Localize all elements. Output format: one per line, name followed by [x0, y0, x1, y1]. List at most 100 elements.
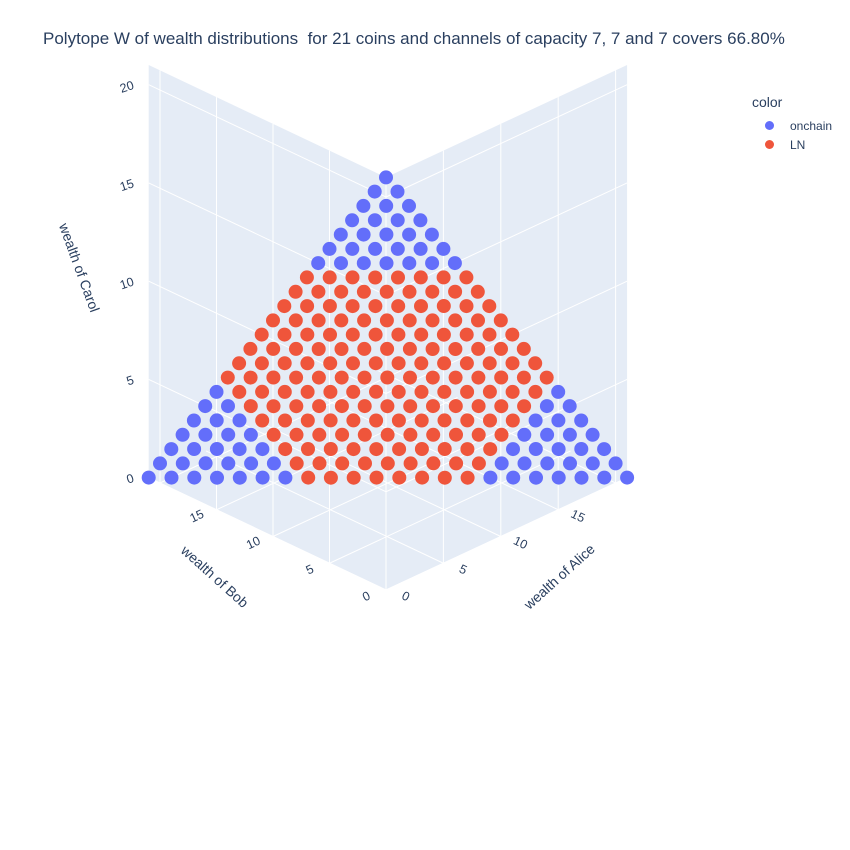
point-ln	[369, 384, 383, 399]
point-ln	[448, 342, 463, 356]
point-ln	[300, 413, 315, 428]
point-ln	[483, 442, 498, 457]
point-ln	[335, 427, 350, 442]
point-ln	[312, 399, 327, 414]
point-ln	[448, 370, 463, 385]
point-ln	[471, 456, 486, 471]
point-ln	[335, 456, 350, 471]
point-ln	[369, 470, 384, 485]
point-onchain	[367, 184, 382, 199]
legend-marker-onchain	[765, 121, 774, 130]
point-ln	[482, 356, 497, 371]
point-onchain	[506, 442, 520, 457]
point-onchain	[402, 227, 417, 242]
point-ln	[391, 384, 406, 399]
point-onchain	[221, 427, 236, 442]
point-ln	[437, 356, 452, 371]
point-ln	[277, 384, 292, 399]
point-onchain	[402, 198, 416, 213]
point-ln	[516, 370, 531, 385]
point-ln	[448, 313, 463, 328]
point-ln	[346, 413, 361, 428]
grid-line	[385, 84, 628, 198]
legend-item-onchain[interactable]: onchain	[752, 116, 832, 135]
point-ln	[459, 356, 474, 371]
point-onchain	[424, 227, 439, 242]
point-ln	[356, 284, 371, 299]
point-onchain	[209, 442, 224, 456]
point-onchain	[402, 256, 417, 271]
point-onchain	[574, 413, 589, 428]
point-onchain	[333, 227, 348, 242]
point-ln	[391, 327, 406, 342]
point-ln	[460, 413, 475, 428]
point-ln	[403, 399, 418, 414]
point-ln	[288, 313, 303, 328]
point-ln	[391, 299, 406, 314]
point-onchain	[540, 456, 555, 471]
point-onchain	[345, 241, 360, 256]
point-onchain	[551, 442, 566, 457]
point-onchain	[175, 456, 190, 471]
grid-line	[148, 84, 387, 198]
point-ln	[414, 442, 429, 456]
point-ln	[311, 313, 326, 328]
point-onchain	[198, 399, 213, 414]
point-onchain	[232, 413, 247, 428]
point-onchain	[278, 470, 293, 485]
point-ln	[471, 341, 486, 356]
point-ln	[436, 299, 451, 313]
point-onchain	[379, 227, 394, 242]
grid-line	[205, 450, 444, 564]
point-onchain	[539, 399, 554, 414]
point-ln	[448, 284, 463, 299]
point-ln	[425, 342, 440, 356]
point-onchain	[574, 470, 589, 485]
point-ln	[380, 427, 395, 442]
point-ln	[402, 313, 417, 328]
point-ln	[288, 284, 303, 299]
point-ln	[505, 413, 520, 428]
point-ln	[425, 370, 440, 385]
point-ln	[278, 413, 292, 428]
point-ln	[380, 456, 395, 471]
point-ln	[311, 284, 326, 299]
x-tick-label: 5	[457, 562, 469, 578]
y-tick-label: 15	[188, 507, 207, 526]
point-ln	[391, 270, 405, 285]
point-ln	[323, 384, 338, 399]
point-ln	[414, 327, 429, 342]
point-onchain	[390, 241, 405, 256]
point-ln	[346, 442, 361, 457]
point-onchain	[356, 198, 371, 213]
point-onchain	[528, 442, 543, 456]
point-ln	[346, 470, 361, 485]
point-onchain	[164, 442, 179, 457]
chart-title: Polytope W of wealth distributions for 2…	[43, 29, 785, 48]
point-onchain	[517, 456, 532, 471]
point-ln	[413, 270, 428, 285]
point-ln	[368, 270, 383, 285]
point-ln	[300, 299, 315, 314]
point-ln	[232, 356, 247, 371]
point-onchain	[390, 184, 405, 199]
point-ln	[312, 427, 327, 442]
point-ln	[368, 356, 383, 371]
point-onchain	[186, 413, 201, 428]
point-ln	[392, 442, 407, 457]
legend-item-ln[interactable]: LN	[752, 135, 832, 154]
point-onchain	[379, 170, 393, 185]
point-ln	[392, 470, 407, 485]
point-onchain	[243, 427, 258, 442]
point-ln	[494, 399, 509, 414]
point-onchain	[187, 470, 202, 485]
point-ln	[528, 356, 543, 371]
point-ln	[391, 413, 406, 428]
point-onchain	[153, 456, 167, 471]
point-ln	[254, 356, 269, 371]
point-ln	[482, 299, 497, 314]
point-ln	[437, 413, 452, 428]
point-ln	[277, 299, 292, 314]
point-onchain	[187, 442, 202, 456]
